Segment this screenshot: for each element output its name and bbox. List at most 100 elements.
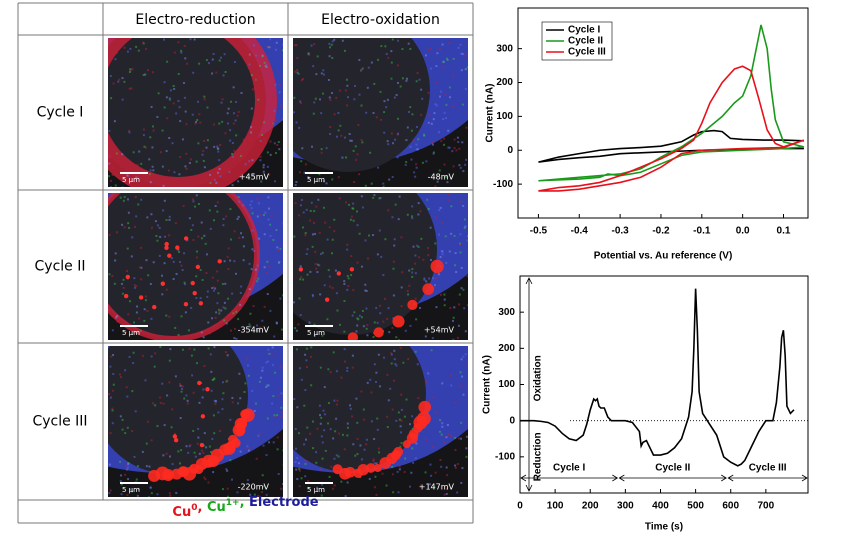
noise <box>244 382 247 385</box>
noise <box>376 428 379 431</box>
legend-separator: , <box>197 500 206 515</box>
noise <box>177 450 180 453</box>
noise <box>391 216 394 219</box>
noise <box>361 309 364 312</box>
noise <box>268 207 271 210</box>
noise <box>387 307 390 310</box>
noise <box>397 491 400 494</box>
noise <box>321 441 324 444</box>
noise <box>443 143 446 146</box>
noise <box>429 226 432 229</box>
scale-label: 5 μm <box>307 329 325 337</box>
noise <box>156 425 159 428</box>
noise <box>404 457 407 460</box>
noise <box>445 175 448 178</box>
noise <box>417 397 420 400</box>
x-axis-title: Potential vs. Au reference (V) <box>594 251 733 262</box>
red-blob <box>379 457 392 469</box>
micrograph <box>293 346 468 497</box>
noise <box>218 159 221 162</box>
noise <box>431 143 434 146</box>
micrograph <box>293 38 468 187</box>
x-tick-label: 300 <box>617 501 634 512</box>
noise <box>393 244 396 247</box>
noise <box>205 253 208 256</box>
noise <box>233 337 236 340</box>
noise <box>210 389 213 392</box>
noise <box>296 406 299 409</box>
noise <box>159 235 162 238</box>
noise <box>434 242 437 245</box>
noise <box>154 220 157 223</box>
noise <box>282 294 283 297</box>
noise <box>352 219 355 222</box>
noise <box>346 366 349 369</box>
noise <box>281 49 283 52</box>
noise <box>120 282 123 285</box>
noise <box>159 401 162 404</box>
noise <box>169 89 172 92</box>
noise <box>251 212 254 215</box>
cycle-span <box>727 474 808 482</box>
noise <box>183 96 186 99</box>
noise <box>216 201 219 204</box>
noise <box>191 198 194 201</box>
noise <box>344 495 347 497</box>
noise <box>319 414 322 417</box>
noise <box>193 451 196 454</box>
noise <box>124 473 127 476</box>
noise <box>261 366 264 369</box>
noise <box>206 139 209 142</box>
noise <box>123 195 126 198</box>
noise <box>394 203 397 206</box>
image-table: Electro-reduction Electro-oxidationCycle … <box>17 2 474 524</box>
noise <box>255 78 258 81</box>
noise <box>264 65 267 68</box>
noise <box>265 454 268 457</box>
noise <box>346 434 349 437</box>
noise <box>135 45 138 48</box>
noise <box>373 194 376 197</box>
noise <box>380 45 383 48</box>
y-tick-label: 300 <box>498 307 515 318</box>
noise <box>122 278 125 281</box>
noise <box>350 215 353 218</box>
data-line <box>538 24 805 182</box>
noise <box>310 346 313 349</box>
scale-label: 5 μm <box>122 486 140 494</box>
noise <box>442 118 445 121</box>
noise <box>213 346 216 349</box>
noise <box>133 277 136 280</box>
noise <box>297 323 300 326</box>
noise <box>414 272 417 275</box>
red-dot <box>167 253 172 258</box>
noise <box>195 160 198 163</box>
noise <box>345 201 348 204</box>
noise <box>315 205 318 208</box>
noise <box>360 139 363 142</box>
noise <box>209 173 212 176</box>
noise <box>216 270 219 273</box>
noise <box>351 314 354 317</box>
noise <box>135 478 138 481</box>
noise <box>444 93 447 96</box>
noise <box>111 407 114 410</box>
noise <box>135 285 138 288</box>
noise <box>321 251 324 254</box>
noise <box>432 151 435 154</box>
noise <box>390 132 393 135</box>
noise <box>405 398 408 401</box>
noise <box>186 62 189 65</box>
red-ring <box>108 38 277 187</box>
noise <box>195 256 198 259</box>
noise <box>213 289 216 292</box>
noise <box>453 138 456 141</box>
x-tick-label: 100 <box>547 501 564 512</box>
noise <box>379 385 382 388</box>
noise <box>391 176 394 179</box>
noise <box>175 112 178 115</box>
noise <box>159 151 162 154</box>
noise <box>425 438 428 441</box>
noise <box>177 41 180 44</box>
noise <box>242 138 245 141</box>
